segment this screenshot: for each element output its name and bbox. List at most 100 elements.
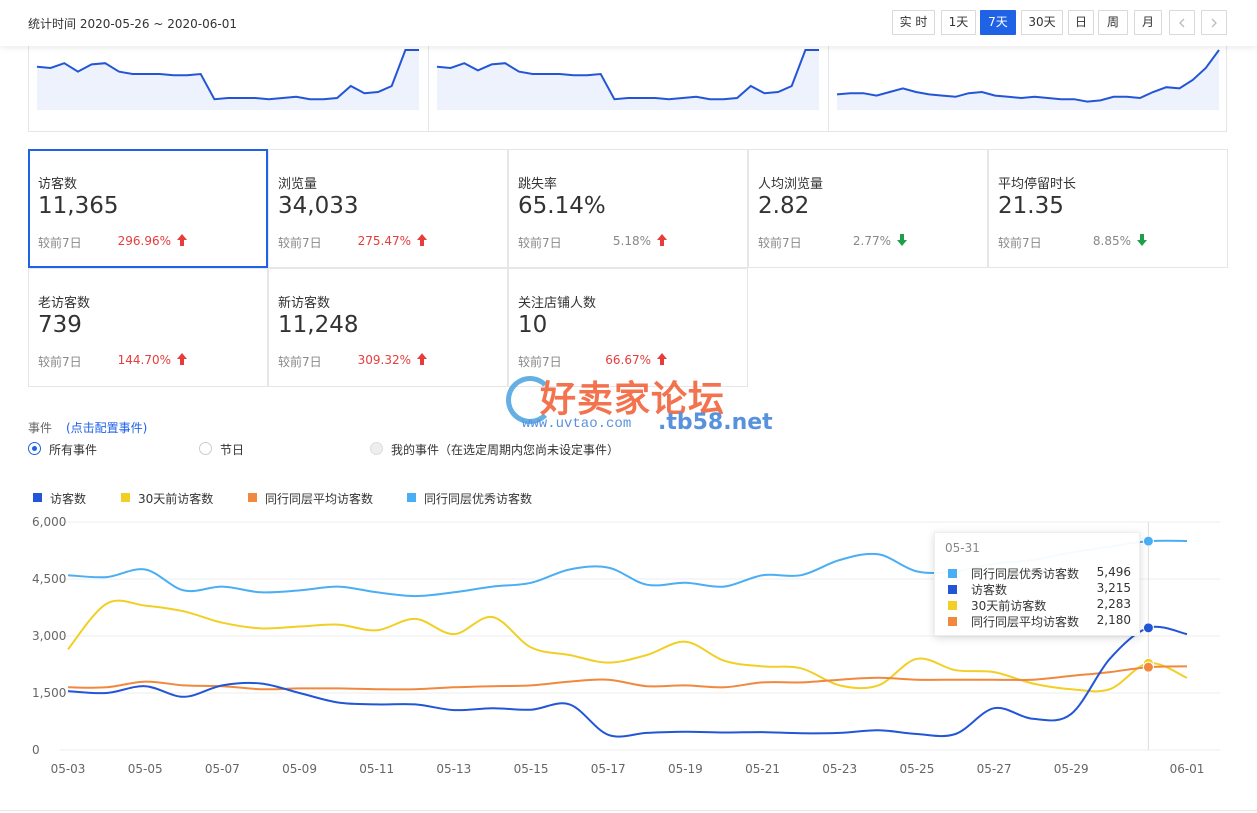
x-tick-label: 06-01 bbox=[1170, 762, 1205, 776]
metric-change: 2.77% bbox=[852, 234, 891, 248]
chevron-right-icon bbox=[1211, 18, 1217, 28]
metric-value: 65.14% bbox=[518, 193, 606, 219]
radio-all-events[interactable] bbox=[28, 442, 41, 455]
tooltip-row: 同行同层优秀访客数 5,496 bbox=[945, 565, 1131, 581]
metric-label: 人均浏览量 bbox=[758, 177, 824, 192]
metric-label: 老访客数 bbox=[38, 296, 91, 311]
metric-card-visitors[interactable]: 访客数 11,365 较前7日 296.96% bbox=[28, 149, 268, 268]
x-tick-label: 05-13 bbox=[436, 762, 471, 776]
x-tick-label: 05-27 bbox=[977, 762, 1012, 776]
x-tick-label: 05-07 bbox=[205, 762, 240, 776]
watermark-logo-icon bbox=[506, 376, 554, 424]
metric-card-avg-duration[interactable]: 平均停留时长 21.35 较前7日 8.85% bbox=[988, 149, 1228, 268]
legend-label-prev30[interactable]: 30天前访客数 bbox=[138, 492, 214, 506]
sparkline-line bbox=[436, 49, 819, 101]
metric-value: 10 bbox=[518, 312, 548, 338]
metric-change: 309.32% bbox=[357, 353, 411, 367]
7day-button[interactable]: 7天 bbox=[980, 10, 1016, 35]
events-title: 事件 bbox=[28, 421, 53, 435]
tooltip-date: 05-31 bbox=[945, 541, 980, 555]
metric-card-avg-pageviews[interactable]: 人均浏览量 2.82 较前7日 2.77% bbox=[748, 149, 988, 268]
arrow-up-icon bbox=[417, 234, 427, 246]
legend-label-peer-avg[interactable]: 同行同层平均访客数 bbox=[265, 492, 374, 506]
metric-card-returning-visitors[interactable]: 老访客数 739 较前7日 144.70% bbox=[28, 268, 268, 387]
date-range-label: 统计时间 2020-05-26 ~ 2020-06-01 bbox=[28, 17, 237, 31]
metric-value: 11,248 bbox=[278, 312, 359, 338]
watermark-url: www.uvtao.com bbox=[522, 416, 632, 432]
week-button[interactable]: 周 bbox=[1098, 10, 1128, 35]
legend-swatch-peer-top[interactable] bbox=[407, 493, 416, 502]
legend-swatch-peer-avg[interactable] bbox=[248, 493, 257, 502]
metric-value: 21.35 bbox=[998, 193, 1064, 219]
visitors-line-chart[interactable]: 6,000 4,500 3,000 1,500 0 05-03 05-05 05-07 05-0… bbox=[0, 505, 1257, 805]
month-button[interactable]: 月 bbox=[1134, 10, 1162, 35]
metric-label: 平均停留时长 bbox=[998, 177, 1077, 192]
legend-swatch-visitors[interactable] bbox=[33, 493, 42, 502]
arrow-up-icon bbox=[177, 353, 187, 365]
sparkline-area bbox=[437, 50, 819, 110]
arrow-up-icon bbox=[657, 234, 667, 246]
y-tick-label: 1,500 bbox=[32, 686, 66, 700]
arrow-up-icon bbox=[177, 234, 187, 246]
legend-label-peer-top[interactable]: 同行同层优秀访客数 bbox=[424, 492, 533, 506]
metric-card-bounce-rate[interactable]: 跳失率 65.14% 较前7日 5.18% bbox=[508, 149, 748, 268]
chart-tooltip: 05-31 同行同层优秀访客数 5,496 访客数 3,215 30天前访客数 … bbox=[934, 532, 1140, 636]
radio-all-events-label[interactable]: 所有事件 bbox=[49, 443, 98, 457]
series-peer-top-hover-point bbox=[1142, 535, 1154, 547]
tooltip-series-value: 2,180 bbox=[1096, 613, 1131, 627]
metric-card-new-visitors[interactable]: 新访客数 11,248 较前7日 309.32% bbox=[268, 268, 508, 387]
metric-label: 浏览量 bbox=[278, 177, 318, 192]
sparkline-pageviews bbox=[436, 49, 819, 110]
x-tick-label: 05-19 bbox=[668, 762, 703, 776]
sparkline-line bbox=[36, 49, 419, 101]
sparkline-row bbox=[28, 46, 1227, 132]
x-tick-label: 05-11 bbox=[359, 762, 394, 776]
arrow-up-icon bbox=[417, 353, 427, 365]
sparkline-area bbox=[837, 50, 1219, 110]
x-tick-label: 05-23 bbox=[822, 762, 857, 776]
metric-card-pageviews[interactable]: 浏览量 34,033 较前7日 275.47% bbox=[268, 149, 508, 268]
x-tick-label: 05-29 bbox=[1054, 762, 1089, 776]
x-tick-label: 05-15 bbox=[514, 762, 549, 776]
30day-button[interactable]: 30天 bbox=[1021, 10, 1063, 35]
tooltip-series-name: 30天前访客数 bbox=[971, 599, 1047, 613]
1day-button[interactable]: 1天 bbox=[941, 10, 976, 35]
x-tick-label: 05-03 bbox=[51, 762, 86, 776]
sparkline-visitors bbox=[36, 49, 419, 110]
y-tick-label: 6,000 bbox=[32, 515, 66, 529]
x-tick-label: 05-09 bbox=[282, 762, 317, 776]
tooltip-series-name: 同行同层平均访客数 bbox=[971, 615, 1080, 629]
radio-holidays[interactable] bbox=[199, 442, 212, 455]
metric-compare-label: 较前7日 bbox=[38, 236, 82, 250]
radio-holidays-label[interactable]: 节日 bbox=[220, 443, 245, 457]
next-period-button[interactable] bbox=[1201, 10, 1227, 35]
metric-compare-label: 较前7日 bbox=[998, 236, 1042, 250]
series-visitors-line bbox=[67, 625, 1188, 738]
tooltip-row: 30天前访客数 2,283 bbox=[945, 597, 1131, 613]
series-prev30-line bbox=[67, 599, 1188, 693]
metric-value: 11,365 bbox=[38, 193, 119, 219]
tooltip-row: 同行同层平均访客数 2,180 bbox=[945, 613, 1131, 629]
forum-watermark: 好卖家论坛 www.uvtao.com .tb58.net bbox=[500, 370, 773, 445]
watermark-title: 好卖家论坛 bbox=[540, 379, 726, 420]
legend-label-visitors[interactable]: 访客数 bbox=[50, 492, 87, 506]
series-peer-avg-line bbox=[67, 665, 1188, 691]
x-tick-label: 05-17 bbox=[591, 762, 626, 776]
metric-card-store-followers[interactable]: 关注店铺人数 10 较前7日 66.67% bbox=[508, 268, 748, 387]
metric-change: 5.18% bbox=[612, 234, 651, 248]
tooltip-series-value: 5,496 bbox=[1096, 565, 1131, 579]
sparkline-line bbox=[836, 49, 1220, 103]
radio-my-events bbox=[370, 442, 383, 455]
metric-value: 2.82 bbox=[758, 193, 810, 219]
tooltip-swatch bbox=[948, 569, 957, 578]
metric-label: 跳失率 bbox=[518, 177, 558, 192]
legend-swatch-prev30[interactable] bbox=[121, 493, 130, 502]
radio-my-events-label: 我的事件（在选定周期内您尚未设定事件） bbox=[391, 443, 620, 457]
tooltip-row: 访客数 3,215 bbox=[945, 581, 1131, 597]
prev-period-button[interactable] bbox=[1169, 10, 1195, 35]
tooltip-swatch bbox=[948, 617, 957, 626]
configure-events-link[interactable]: (点击配置事件) bbox=[66, 421, 148, 435]
day-button[interactable]: 日 bbox=[1068, 10, 1094, 35]
realtime-button[interactable]: 实 时 bbox=[892, 10, 935, 35]
metric-compare-label: 较前7日 bbox=[518, 236, 562, 250]
